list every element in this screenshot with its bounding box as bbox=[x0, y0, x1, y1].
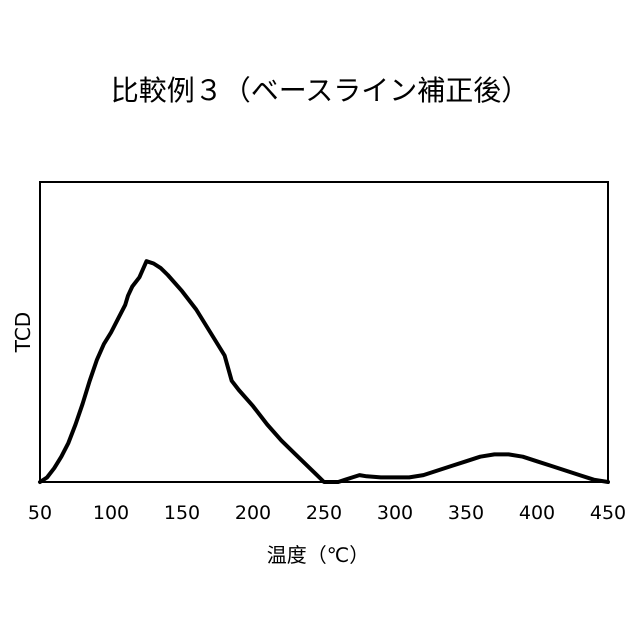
x-tick-label: 450 bbox=[590, 502, 626, 524]
x-tick-label: 400 bbox=[519, 502, 555, 524]
x-tick-labels: 50 100 150 200 250 300 350 400 450 bbox=[28, 502, 626, 524]
x-tick-label: 250 bbox=[306, 502, 342, 524]
x-axis-label: 温度（℃） bbox=[267, 543, 369, 567]
plot-frame bbox=[40, 182, 608, 482]
x-tick-label: 100 bbox=[93, 502, 129, 524]
x-tick-label: 150 bbox=[164, 502, 200, 524]
x-tick-label: 200 bbox=[235, 502, 271, 524]
y-axis-label: TCD bbox=[11, 312, 35, 353]
chart-title: 比較例３（ベースライン補正後） bbox=[111, 74, 530, 107]
x-tick-label: 350 bbox=[448, 502, 484, 524]
x-tick-label: 50 bbox=[28, 502, 52, 524]
tcd-curve bbox=[40, 261, 608, 482]
x-tick-label: 300 bbox=[377, 502, 413, 524]
